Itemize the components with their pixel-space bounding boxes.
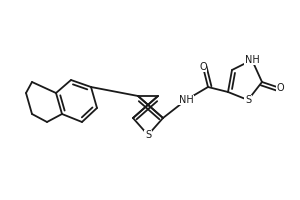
Text: S: S [245, 95, 251, 105]
Text: NH: NH [178, 95, 194, 105]
Text: O: O [276, 83, 284, 93]
Text: NH: NH [244, 55, 260, 65]
Text: O: O [199, 62, 207, 72]
Text: S: S [145, 130, 151, 140]
